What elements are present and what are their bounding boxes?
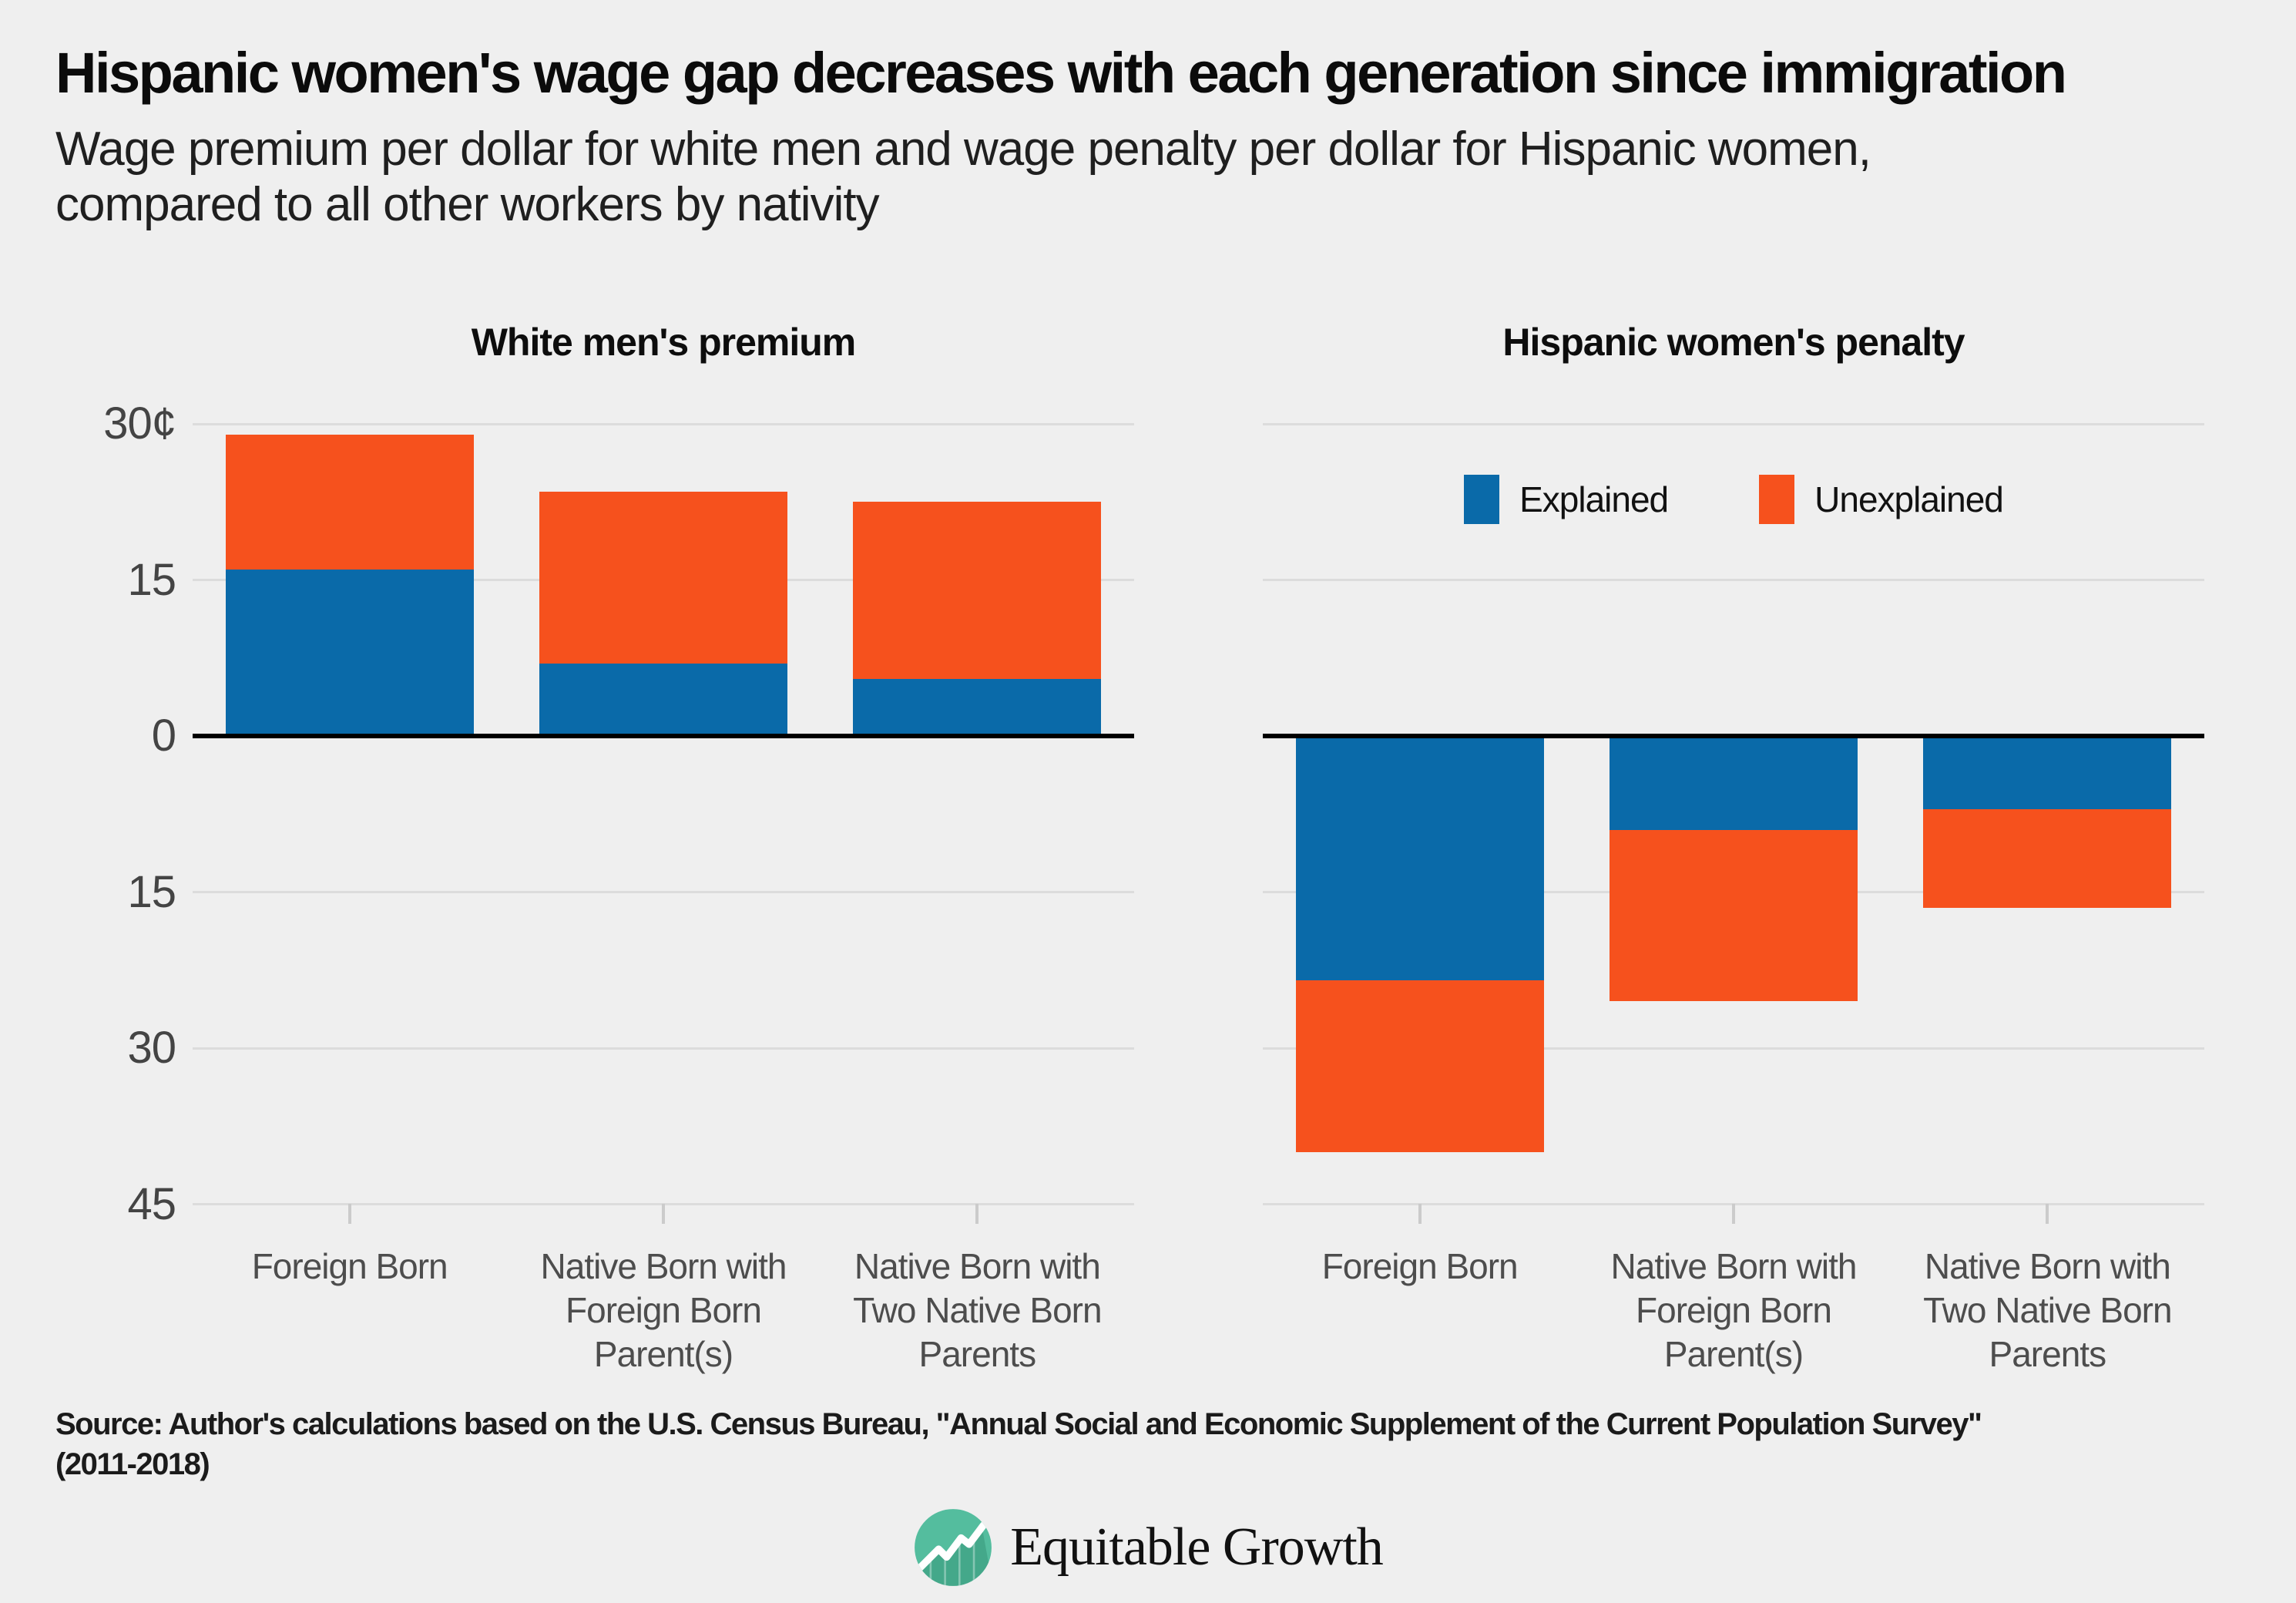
- legend-item-unexplained: Unexplained: [1759, 475, 2004, 524]
- source-note: Source: Author's calculations based on t…: [55, 1404, 2244, 1484]
- equitable-growth-logo: Equitable Growth: [0, 1507, 2296, 1588]
- bar-unexplained: [1923, 808, 2172, 908]
- bar-unexplained: [539, 491, 787, 664]
- source-note-line2: (2011-2018): [55, 1447, 210, 1481]
- gridline-15: [1263, 579, 2204, 581]
- explained-swatch-icon: [1464, 475, 1500, 524]
- y-axis-label-15: 15: [127, 866, 176, 917]
- gridline--30: [193, 1047, 1134, 1050]
- bar-explained: [1610, 736, 1858, 830]
- premium-chart-plot: Foreign Born Native Born with Foreign Bor…: [193, 422, 1134, 1374]
- category-axis-tick: [975, 1204, 979, 1224]
- logo-wordmark: Equitable Growth: [1010, 1517, 1384, 1577]
- page-subtitle: Wage premium per dollar for white men an…: [55, 122, 1871, 233]
- category-axis-tick: [1732, 1204, 1735, 1224]
- y-axis-label-30¢: 30¢: [103, 398, 176, 449]
- category-axis-tick: [1418, 1204, 1422, 1224]
- source-note-line1: Source: Author's calculations based on t…: [55, 1407, 1982, 1441]
- bar-unexplained: [225, 434, 474, 570]
- y-axis-label-15: 15: [127, 554, 176, 605]
- category-label: Native Born with Two Native Born Parents: [1923, 1246, 2172, 1374]
- category-axis-tick: [2046, 1204, 2049, 1224]
- logo-trendline-icon: [915, 1509, 992, 1586]
- legend: Explained Unexplained: [1263, 475, 2204, 524]
- bar-explained: [1923, 736, 2172, 809]
- category-label: Native Born with Foreign Born Parent(s): [1610, 1246, 1858, 1374]
- unexplained-swatch-icon: [1759, 475, 1795, 524]
- page-subtitle-line1: Wage premium per dollar for white men an…: [55, 123, 1871, 176]
- left-panel-title: White men's premium: [471, 321, 857, 364]
- legend-label-unexplained: Unexplained: [1814, 479, 2004, 519]
- zero-baseline: [1263, 734, 2204, 738]
- gridline--30: [1263, 1047, 2204, 1050]
- page-title: Hispanic women's wage gap decreases with…: [55, 41, 2067, 105]
- gridline-30: [193, 422, 1134, 425]
- zero-baseline: [193, 734, 1134, 738]
- right-panel-title: Hispanic women's penalty: [1502, 321, 1965, 364]
- category-label: Native Born with Two Native Born Parents: [853, 1246, 1102, 1374]
- legend-item-explained: Explained: [1464, 475, 1669, 524]
- page-subtitle-line2: compared to all other workers by nativit…: [55, 178, 880, 231]
- category-axis-tick: [347, 1204, 351, 1224]
- category-label: Foreign Born: [251, 1246, 448, 1286]
- y-axis-label-30: 30: [127, 1023, 176, 1073]
- y-axis-label-45: 45: [127, 1178, 176, 1229]
- bar-explained: [1295, 736, 1544, 981]
- category-label: Foreign Born: [1321, 1246, 1519, 1286]
- penalty-chart-plot: Foreign Born Native Born with Foreign Bor…: [1263, 422, 2204, 1374]
- bar-explained: [225, 570, 474, 736]
- y-axis-label-0: 0: [151, 711, 176, 761]
- gridline-30: [1263, 422, 2204, 425]
- bar-unexplained: [1295, 980, 1544, 1152]
- legend-label-explained: Explained: [1519, 479, 1669, 519]
- bar-explained: [853, 678, 1102, 736]
- gridline--15: [193, 891, 1134, 893]
- bar-explained: [539, 663, 787, 736]
- category-axis-tick: [662, 1204, 665, 1224]
- bar-unexplained: [1610, 829, 1858, 1002]
- category-label: Native Born with Foreign Born Parent(s): [540, 1246, 787, 1374]
- bar-unexplained: [853, 502, 1102, 679]
